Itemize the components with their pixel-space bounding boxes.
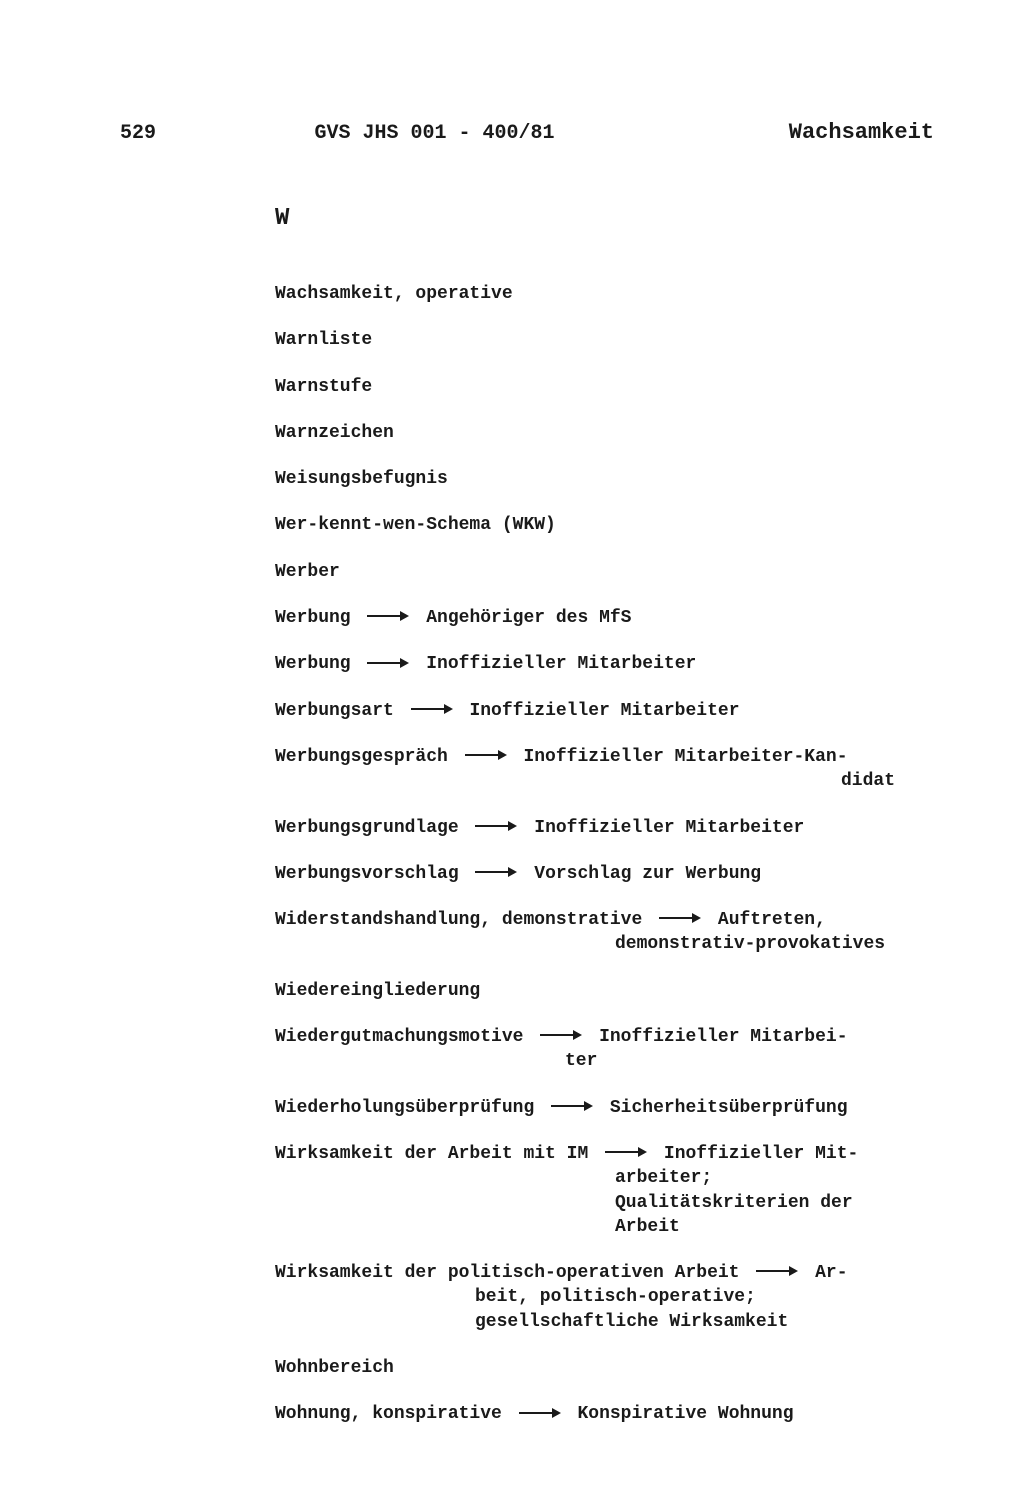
arrow-icon <box>475 821 517 831</box>
entry-term: Wirksamkeit der Arbeit mit IM <box>275 1144 588 1164</box>
running-head-term: Wachsamkeit <box>734 120 934 145</box>
document-page: 529 GVS JHS 001 - 400/81 Wachsamkeit W W… <box>0 0 1024 1509</box>
entry-term: Wachsamkeit, operative <box>275 284 513 304</box>
index-entry: Wachsamkeit, operative <box>275 282 915 306</box>
entry-term: Wirksamkeit der politisch-operativen Arb… <box>275 1263 739 1283</box>
entry-reference: Vorschlag zur Werbung <box>534 864 761 884</box>
arrow-icon <box>551 1101 593 1111</box>
entry-reference: Auftreten, <box>718 910 826 930</box>
entry-term: Werbung <box>275 654 351 674</box>
entry-term: Warnzeichen <box>275 423 394 443</box>
entry-reference: Inoffizieller Mitarbei- <box>599 1027 847 1047</box>
arrow-icon <box>367 611 409 621</box>
arrow-icon <box>659 913 701 923</box>
entry-reference: Ar- <box>815 1263 847 1283</box>
index-entry: Wer-kennt-wen-Schema (WKW) <box>275 513 915 537</box>
index-entry: Wiedergutmachungsmotive Inoffizieller Mi… <box>275 1025 915 1074</box>
entry-term: Werbungsgespräch <box>275 747 448 767</box>
index-entry: Wiederholungsüberprüfung Sicherheitsüber… <box>275 1096 915 1120</box>
entry-term: Werbungsvorschlag <box>275 864 459 884</box>
index-entry: Werber <box>275 560 915 584</box>
entry-term: Wiedergutmachungsmotive <box>275 1027 523 1047</box>
entry-term: Wohnung, konspirative <box>275 1404 502 1424</box>
index-entry: Wirksamkeit der Arbeit mit IM Inoffiziel… <box>275 1142 915 1239</box>
entry-continuation: didat <box>275 769 915 793</box>
entry-continuation: beit, politisch-operative; gesellschaftl… <box>275 1285 915 1334</box>
arrow-icon <box>411 704 453 714</box>
entry-continuation: demonstrativ-provokatives <box>275 932 915 956</box>
entry-continuation: arbeiter; Qualitätskriterien der Arbeit <box>275 1166 915 1239</box>
entry-term: Wiederholungsüberprüfung <box>275 1098 534 1118</box>
arrow-icon <box>465 750 507 760</box>
entry-term: Weisungsbefugnis <box>275 469 448 489</box>
entry-term: Werbungsart <box>275 701 394 721</box>
index-entry: Werbungsvorschlag Vorschlag zur Werbung <box>275 862 915 886</box>
entry-term: Werber <box>275 562 340 582</box>
index-entry: Wohnbereich <box>275 1356 915 1380</box>
entry-term: Widerstandshandlung, demonstrative <box>275 910 642 930</box>
page-header: 529 GVS JHS 001 - 400/81 Wachsamkeit <box>120 120 934 145</box>
entry-reference: Inoffizieller Mitarbeiter <box>469 701 739 721</box>
entry-reference: Sicherheitsüberprüfung <box>610 1098 848 1118</box>
entry-term: Wohnbereich <box>275 1358 394 1378</box>
index-entry: Warnliste <box>275 328 915 352</box>
entry-term: Werbung <box>275 608 351 628</box>
index-entry: Widerstandshandlung, demonstrative Auftr… <box>275 908 915 957</box>
entry-reference: Konspirative Wohnung <box>577 1404 793 1424</box>
index-entry: Werbungsgrundlage Inoffizieller Mitarbei… <box>275 816 915 840</box>
entry-reference: Inoffizieller Mit- <box>664 1144 858 1164</box>
arrow-icon <box>475 867 517 877</box>
index-entry: Wiedereingliederung <box>275 979 915 1003</box>
index-entry: Werbungsart Inoffizieller Mitarbeiter <box>275 699 915 723</box>
arrow-icon <box>756 1266 798 1276</box>
index-entry: Werbung Angehöriger des MfS <box>275 606 915 630</box>
entry-term: Werbungsgrundlage <box>275 818 459 838</box>
index-entry: Weisungsbefugnis <box>275 467 915 491</box>
entry-reference: Inoffizieller Mitarbeiter-Kan- <box>523 747 847 767</box>
entry-term: Wer-kennt-wen-Schema (WKW) <box>275 515 556 535</box>
index-entry: Werbung Inoffizieller Mitarbeiter <box>275 652 915 676</box>
index-entry: Warnzeichen <box>275 421 915 445</box>
document-id: GVS JHS 001 - 400/81 <box>135 122 734 145</box>
entry-term: Wiedereingliederung <box>275 981 480 1001</box>
entry-term: Warnstufe <box>275 377 372 397</box>
index-entry: Warnstufe <box>275 375 915 399</box>
entry-term: Warnliste <box>275 330 372 350</box>
index-entry: Wohnung, konspirative Konspirative Wohnu… <box>275 1402 915 1426</box>
arrow-icon <box>605 1147 647 1157</box>
index-entry: Werbungsgespräch Inoffizieller Mitarbeit… <box>275 745 915 794</box>
index-entry: Wirksamkeit der politisch-operativen Arb… <box>275 1261 915 1334</box>
entry-reference: Inoffizieller Mitarbeiter <box>426 654 696 674</box>
section-letter: W <box>275 205 934 232</box>
arrow-icon <box>519 1408 561 1418</box>
arrow-icon <box>367 658 409 668</box>
entry-reference: Angehöriger des MfS <box>426 608 631 628</box>
entry-continuation: ter <box>275 1049 915 1073</box>
index-entries: Wachsamkeit, operative Warnliste Warnstu… <box>275 282 934 1427</box>
entry-reference: Inoffizieller Mitarbeiter <box>534 818 804 838</box>
arrow-icon <box>540 1030 582 1040</box>
